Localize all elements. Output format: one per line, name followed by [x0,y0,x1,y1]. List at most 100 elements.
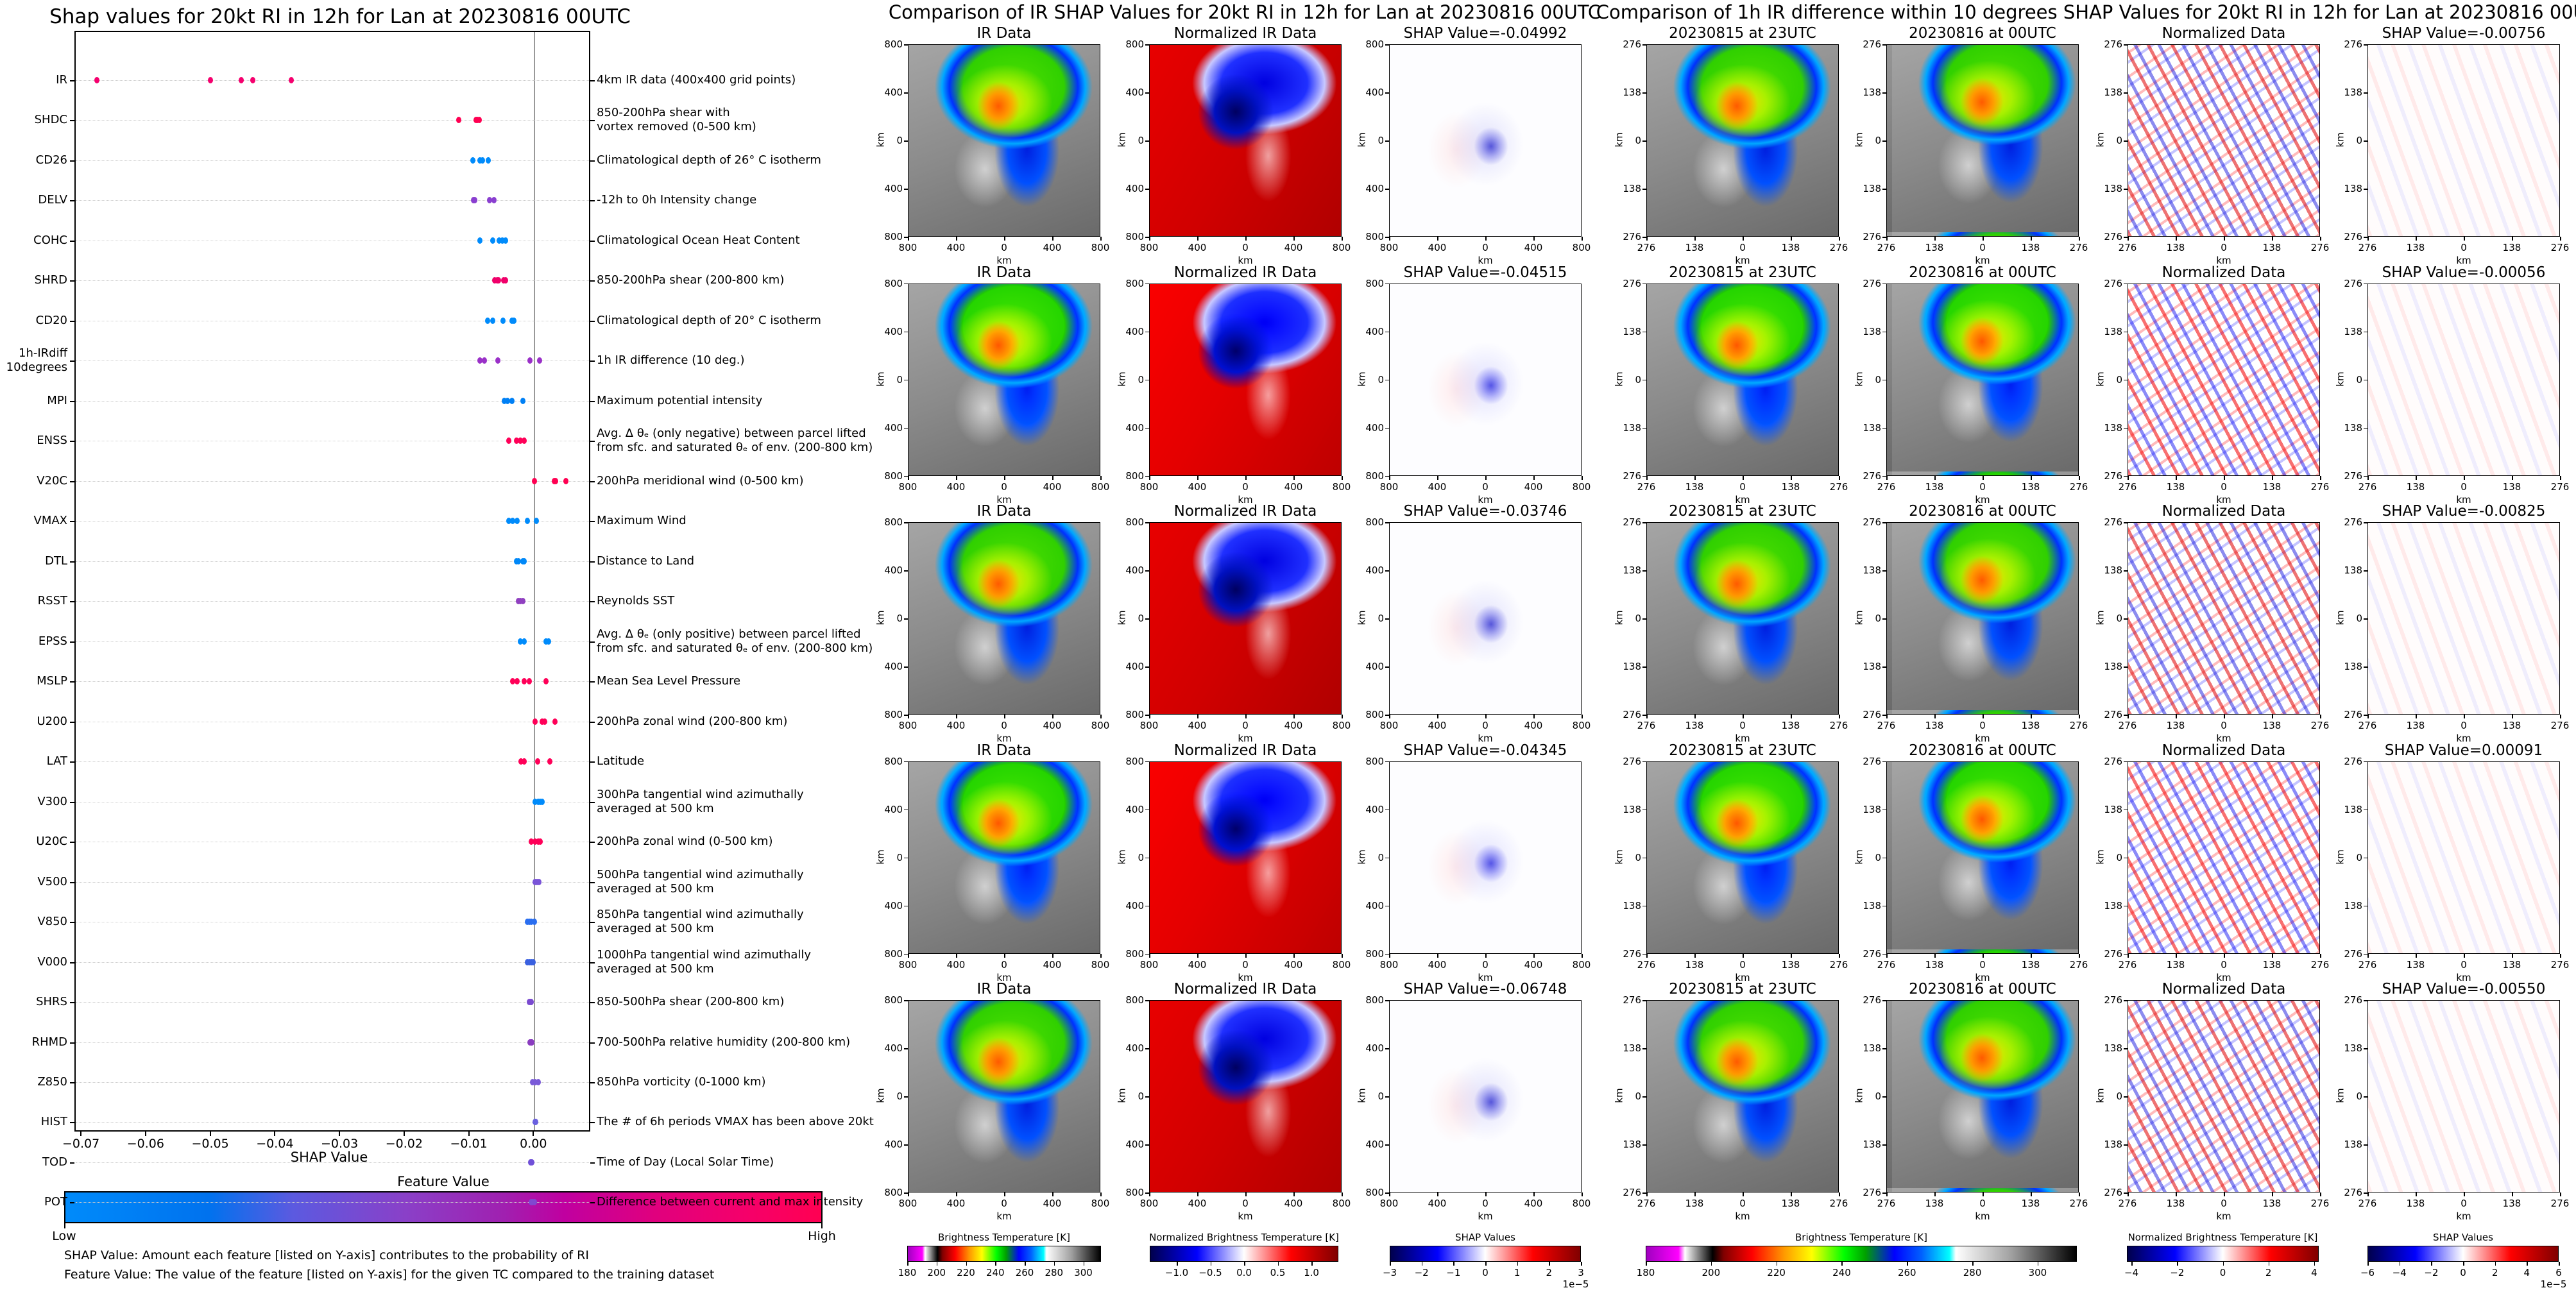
panel-x-axis-label: km [1735,971,1750,983]
y-tick [70,962,74,963]
panel-x-tick [1245,715,1247,718]
panel-x-tick-label: 0 [1242,242,1249,253]
panel-x-tick-label: 800 [1379,480,1399,493]
panel-y-axis-label: km [1613,849,1625,865]
panel-y-tick [1642,283,1646,284]
colorbar-tick [2177,1262,2178,1266]
panel-y-tick-label: 400 [884,183,903,194]
shap-point [503,277,508,284]
panel-x-tick [1389,715,1390,718]
panel-x-tick-label: 276 [2550,242,2570,253]
panel-x-tick-label: 276 [2310,242,2330,253]
panel-x-tick-label: 276 [1637,720,1656,731]
shap-point [472,197,477,204]
shap-point [534,518,540,525]
y-tick [70,561,74,563]
panel-x-tick [1983,1192,1984,1196]
panel-y-tick [904,379,908,380]
panel-y-tick [1145,475,1149,477]
panel-y-tick-label: 138 [1623,661,1641,672]
feature-description: Distance to Land [597,554,695,568]
x-tick-label: −0.02 [385,1137,423,1151]
panel-x-tick-label: 276 [2550,958,2570,971]
panel-y-tick-label: 400 [1125,899,1144,912]
ir-data-panel [908,283,1100,476]
panel-x-tick [2128,1192,2129,1196]
panel-x-tick [2512,715,2513,718]
panel-title: 20230815 at 23UTC [1669,264,1816,281]
panel-y-tick-label: 800 [1125,947,1144,960]
panel-x-tick-label: 138 [1781,242,1800,253]
panel-x-tick [1934,475,1936,480]
panel-x-tick [2464,1192,2465,1196]
panel-y-tick-label: 800 [1125,38,1144,50]
panel-x-tick [1839,237,1840,241]
panel-y-tick [2124,1000,2128,1001]
panel-title: IR Data [977,503,1032,520]
panel-y-tick-label: 800 [1125,277,1144,289]
feature-gridline [76,120,589,121]
panel-y-axis-label: km [2094,610,2106,625]
colorbar-tick [2399,1262,2401,1266]
panel-x-tick-label: 138 [1781,1198,1800,1209]
panel-x-tick-label: 276 [1829,720,1848,731]
panel-x-axis-label: km [2216,971,2231,983]
feature-gridline [76,601,589,602]
colorbar-tick-label: 2 [2491,1267,2498,1278]
panel-y-axis-label: km [1356,132,1368,148]
colorbar-tick [2367,1262,2369,1266]
feature-description: Latitude [597,754,645,768]
panel-y-tick [1882,761,1886,762]
panel-y-tick-label: 400 [1125,564,1144,576]
panel-y-tick-label: 276 [1863,277,1881,289]
panel-x-tick-label: 276 [1877,480,1896,493]
panel-x-tick [1646,475,1648,480]
panel-x-tick [1485,237,1487,241]
ir-23utc-panel [1646,1000,1839,1192]
panel-x-tick [1582,715,1583,718]
panel-y-tick-label: 400 [1365,564,1384,576]
shap-point [533,838,538,845]
panel-x-tick-label: 138 [2502,1198,2521,1209]
panel-y-tick [1882,283,1886,284]
panel-y-tick [1385,857,1389,858]
panel-y-tick-label: 138 [2344,1139,2362,1150]
panel-x-tick [1839,953,1840,958]
panel-x-tick [908,475,909,480]
panel-x-tick-label: 400 [1428,1198,1447,1209]
feature-label: HIST [40,1115,67,1129]
shap-point [490,237,495,244]
shap-point [515,678,520,685]
panel-y-tick-label: 276 [1623,755,1641,767]
panel-x-tick-label: 138 [2262,242,2282,253]
panel-x-tick-label: 800 [1091,480,1110,493]
panel-y-tick-label: 0 [1138,613,1144,624]
panel-y-tick-label: 0 [1875,851,1881,863]
panel-y-tick-label: 276 [2104,947,2122,960]
panel-x-axis-label: km [996,733,1012,744]
panel-x-tick-label: 400 [946,480,966,493]
panel-y-axis-label: km [874,849,887,865]
panel-y-tick [2124,666,2128,668]
panel-x-tick-label: 276 [2069,480,2088,493]
panel-x-tick-label: 400 [1284,720,1303,731]
panel-y-tick-label: 400 [1125,183,1144,194]
panel-x-tick-label: 400 [1043,958,1062,971]
panel-y-axis-label: km [1356,849,1368,865]
panel-y-tick-label: 400 [1365,1139,1384,1150]
panel-x-tick [2031,1192,2032,1196]
panel-y-tick-label: 400 [1125,325,1144,337]
panel-title: SHAP Value=0.00091 [2384,742,2543,759]
panel-y-tick [2124,237,2128,238]
feature-description: Climatological depth of 20° C isotherm [597,313,821,327]
panel-y-tick [1882,522,1886,523]
panel-y-tick-label: 800 [1365,709,1384,720]
panel-x-tick [2224,237,2225,241]
panel-y-tick-label: 400 [1365,661,1384,672]
panel-x-tick-label: 0 [1242,958,1249,971]
panel-x-tick [2031,953,2032,958]
panel-x-axis-label: km [1735,1210,1750,1222]
x-tick [144,1132,146,1136]
diff-shap-panel [2367,44,2560,237]
shap-point [495,277,501,284]
